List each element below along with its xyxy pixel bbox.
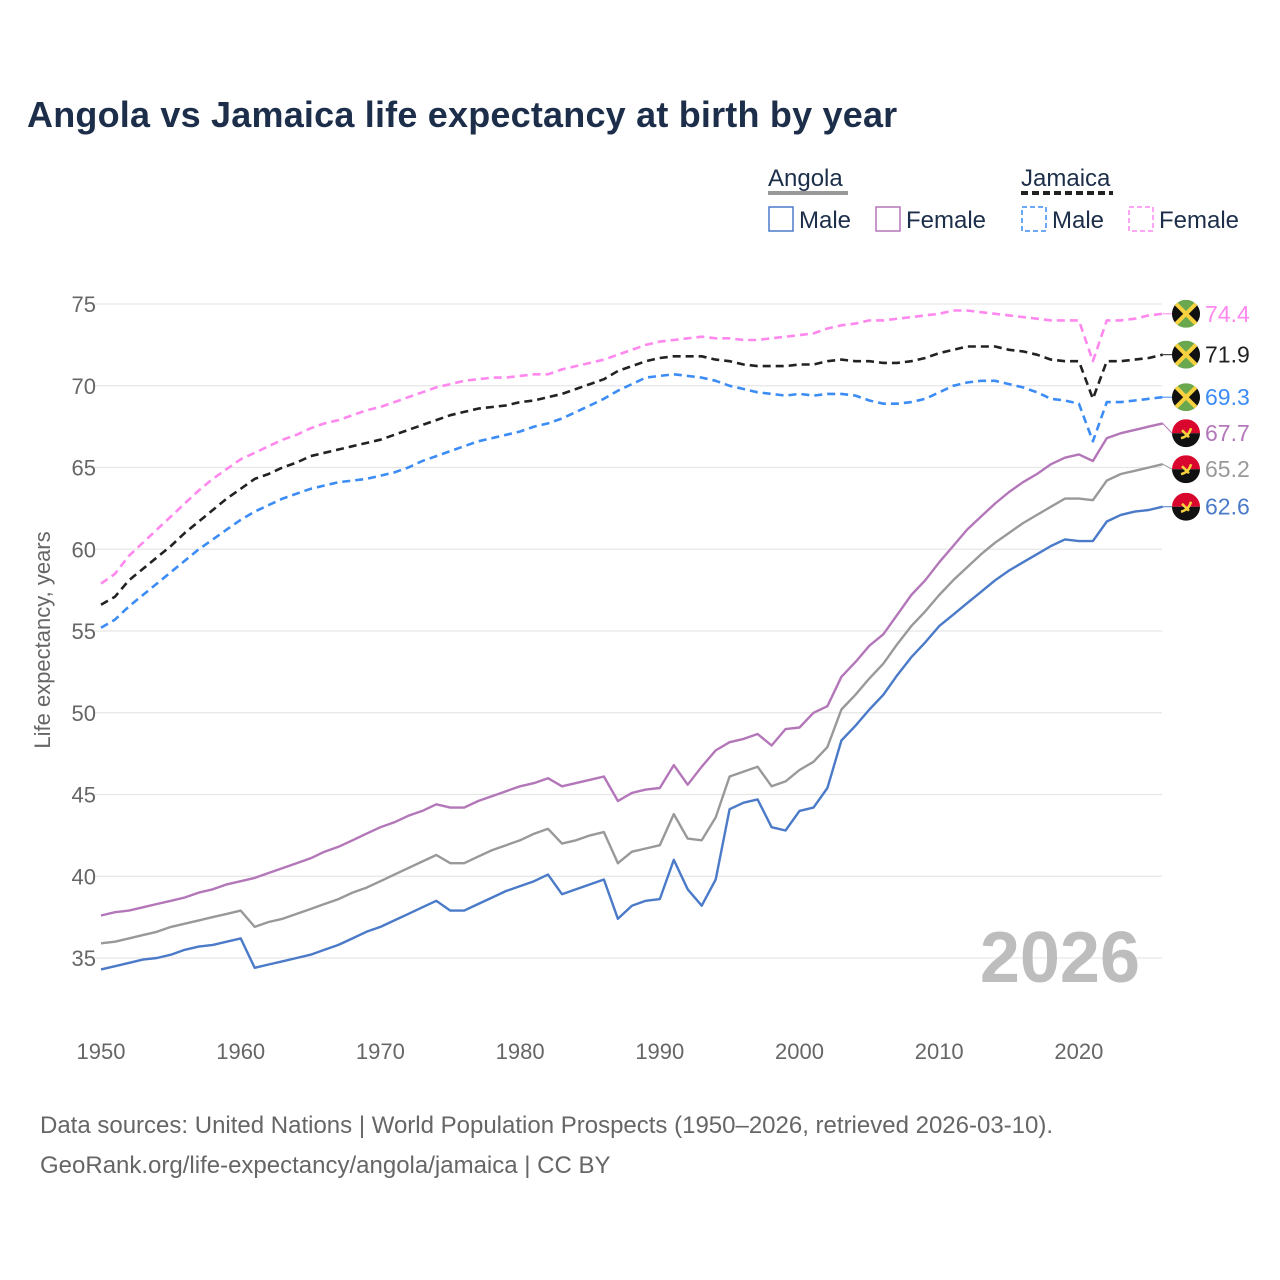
series-line-jamaica-total — [100, 345, 1164, 606]
legend-jamaica-male: Male — [1052, 207, 1104, 234]
y-tick-label: 75 — [72, 292, 96, 317]
series-line-jamaica-male — [100, 373, 1163, 629]
x-tick-label: 2000 — [775, 1039, 824, 1064]
flag-jamaica-icon — [1172, 383, 1200, 412]
legend-angola-male: Male — [799, 207, 851, 234]
y-axis-ticks: 35 40 45 50 55 60 65 70 75 — [72, 292, 96, 971]
label-leader — [1162, 463, 1173, 470]
x-tick-label: 1970 — [356, 1039, 405, 1064]
flag-jamaica-icon — [1172, 299, 1200, 328]
series-line-jamaica-female — [100, 309, 1163, 585]
legend-swatch-angola-male — [768, 206, 794, 232]
legend-swatch-angola-female — [875, 206, 901, 232]
end-labels: 74.4 71.9 69.3 67.7 65.2 62.6 — [1162, 299, 1250, 521]
legend: Angola Male Female Jamaica Male Female — [768, 165, 1239, 234]
x-tick-label: 2010 — [915, 1039, 964, 1064]
series-line-angola-male — [100, 505, 1163, 971]
y-tick-label: 50 — [72, 701, 96, 726]
end-value-label: 74.4 — [1205, 301, 1250, 327]
series-lines — [100, 309, 1164, 971]
legend-group-jamaica: Jamaica — [1021, 165, 1111, 192]
flag-angola-icon — [1172, 419, 1200, 448]
year-watermark: 2026 — [980, 918, 1140, 998]
series-line-angola-female — [100, 422, 1163, 917]
flag-jamaica-icon — [1172, 340, 1200, 369]
y-tick-label: 60 — [72, 537, 96, 562]
y-tick-label: 35 — [72, 946, 96, 971]
flag-angola-icon — [1172, 455, 1200, 484]
y-tick-label: 65 — [72, 456, 96, 481]
end-value-label: 71.9 — [1205, 342, 1250, 368]
chart-title: Angola vs Jamaica life expectancy at bir… — [27, 94, 898, 135]
end-value-label: 62.6 — [1205, 494, 1250, 520]
y-tick-label: 70 — [72, 374, 96, 399]
y-tick-label: 45 — [72, 783, 96, 808]
y-tick-label: 40 — [72, 864, 96, 889]
end-value-label: 65.2 — [1205, 456, 1250, 482]
end-value-label: 67.7 — [1205, 420, 1250, 446]
x-tick-label: 1950 — [77, 1039, 126, 1064]
legend-swatch-jamaica-male — [1021, 206, 1047, 232]
data-source-text: Data sources: United Nations | World Pop… — [40, 1112, 1054, 1139]
legend-group-angola: Angola — [768, 165, 843, 192]
legend-swatch-jamaica-female — [1128, 206, 1154, 232]
y-tick-label: 55 — [72, 619, 96, 644]
footer: Data sources: United Nations | World Pop… — [40, 1106, 1053, 1186]
series-line-angola-total — [100, 463, 1163, 945]
gridlines — [95, 303, 1162, 959]
end-value-label: 69.3 — [1205, 384, 1250, 410]
legend-jamaica-female: Female — [1159, 207, 1239, 234]
source-url-text: GeoRank.org/life-expectancy/angola/jamai… — [40, 1152, 611, 1179]
x-axis-ticks: 1950 1960 1970 1980 1990 2000 2010 2020 — [77, 1039, 1104, 1064]
x-tick-label: 1960 — [216, 1039, 265, 1064]
x-tick-label: 2020 — [1054, 1039, 1103, 1064]
legend-angola-female: Female — [906, 207, 986, 234]
x-tick-label: 1990 — [635, 1039, 684, 1064]
x-tick-label: 1980 — [496, 1039, 545, 1064]
flag-angola-icon — [1172, 492, 1200, 521]
y-axis-label: Life expectancy, years — [30, 531, 55, 748]
label-leader — [1162, 423, 1173, 434]
